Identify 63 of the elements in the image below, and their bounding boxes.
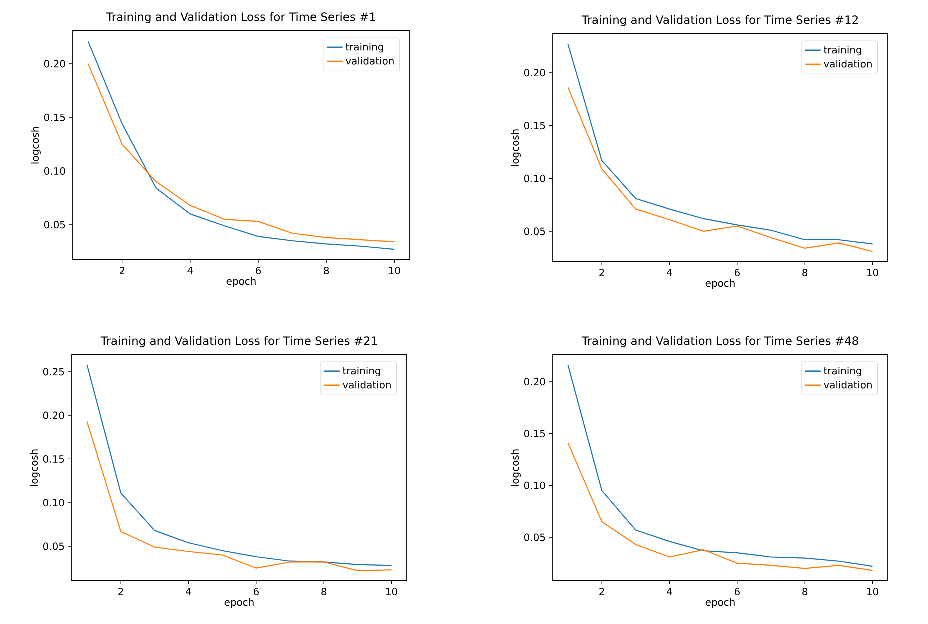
y-tick-label: 0.15: [44, 114, 66, 122]
legend-label: training: [346, 43, 384, 53]
y-tick-label: 0.20: [44, 60, 66, 68]
line-series: [568, 364, 874, 568]
y-tick-label: 0.20: [524, 69, 546, 77]
y-axis-title: logcosh: [30, 450, 40, 486]
x-tick-label: 10: [389, 267, 400, 275]
x-tick-label: 6: [256, 267, 262, 275]
x-tick-label: 2: [118, 588, 124, 596]
y-tick-label: 0.05: [43, 542, 64, 550]
y-tick-label: 0.05: [524, 228, 546, 236]
y-tick-label: 0.05: [524, 534, 546, 542]
y-axis-title: logcosh: [511, 450, 521, 486]
legend-label: validation: [824, 381, 872, 389]
legend-label: validation: [343, 381, 391, 389]
y-tick-label: 0.10: [524, 482, 546, 490]
chart-title: Training and Validation Loss for Time Series #48: [582, 336, 858, 348]
x-tick-label: 8: [802, 588, 808, 596]
chart-title: Training and Validation Loss for Time Series #12: [582, 15, 858, 26]
y-tick-label: 0.15: [524, 122, 546, 130]
y-tick-label: 0.05: [44, 221, 66, 229]
x-axis-title: epoch: [226, 277, 256, 288]
line-series: [86, 421, 392, 572]
x-tick-label: 4: [186, 588, 192, 596]
y-tick-label: 0.10: [524, 174, 546, 182]
x-tick-label: 4: [667, 269, 672, 276]
x-tick-label: 10: [868, 269, 878, 277]
line-series: [86, 364, 392, 566]
x-tick-label: 2: [600, 269, 604, 276]
x-tick-label: 4: [188, 267, 194, 274]
y-axis-title: logcosh: [31, 127, 41, 164]
y-tick-label: 0.15: [524, 430, 546, 438]
x-tick-label: 8: [322, 588, 327, 596]
y-axis-title: logcosh: [511, 130, 521, 166]
y-tick-label: 0.10: [44, 167, 66, 176]
x-tick-label: 6: [734, 588, 740, 596]
y-tick-label: 0.15: [43, 455, 64, 463]
legend-label: training: [824, 366, 862, 377]
x-axis-title: epoch: [706, 598, 735, 608]
x-tick-label: 2: [600, 588, 604, 596]
x-tick-label: 8: [324, 267, 330, 275]
x-tick-label: 4: [667, 588, 672, 596]
x-tick-label: 6: [734, 269, 740, 277]
x-axis-title: epoch: [224, 598, 254, 608]
y-tick-label: 0.20: [524, 378, 546, 386]
y-tick-label: 0.25: [43, 368, 64, 376]
line-series: [568, 87, 874, 252]
chart-title: Training and Validation Loss for Time Series #1: [106, 12, 376, 24]
chart-title: Training and Validation Loss for Time Series #21: [100, 336, 378, 348]
x-tick-label: 8: [802, 269, 808, 277]
x-tick-label: 2: [120, 267, 125, 274]
legend-label: training: [342, 366, 380, 377]
line-series: [568, 442, 874, 572]
x-tick-label: 10: [868, 588, 878, 596]
y-tick-label: 0.10: [43, 499, 64, 507]
x-tick-label: 6: [254, 588, 259, 596]
x-tick-label: 10: [386, 588, 398, 596]
legend-label: validation: [346, 57, 394, 65]
legend-label: validation: [824, 60, 872, 68]
legend-label: training: [824, 46, 862, 56]
line-series: [568, 44, 874, 245]
x-axis-title: epoch: [706, 279, 735, 290]
y-tick-label: 0.20: [43, 412, 64, 420]
